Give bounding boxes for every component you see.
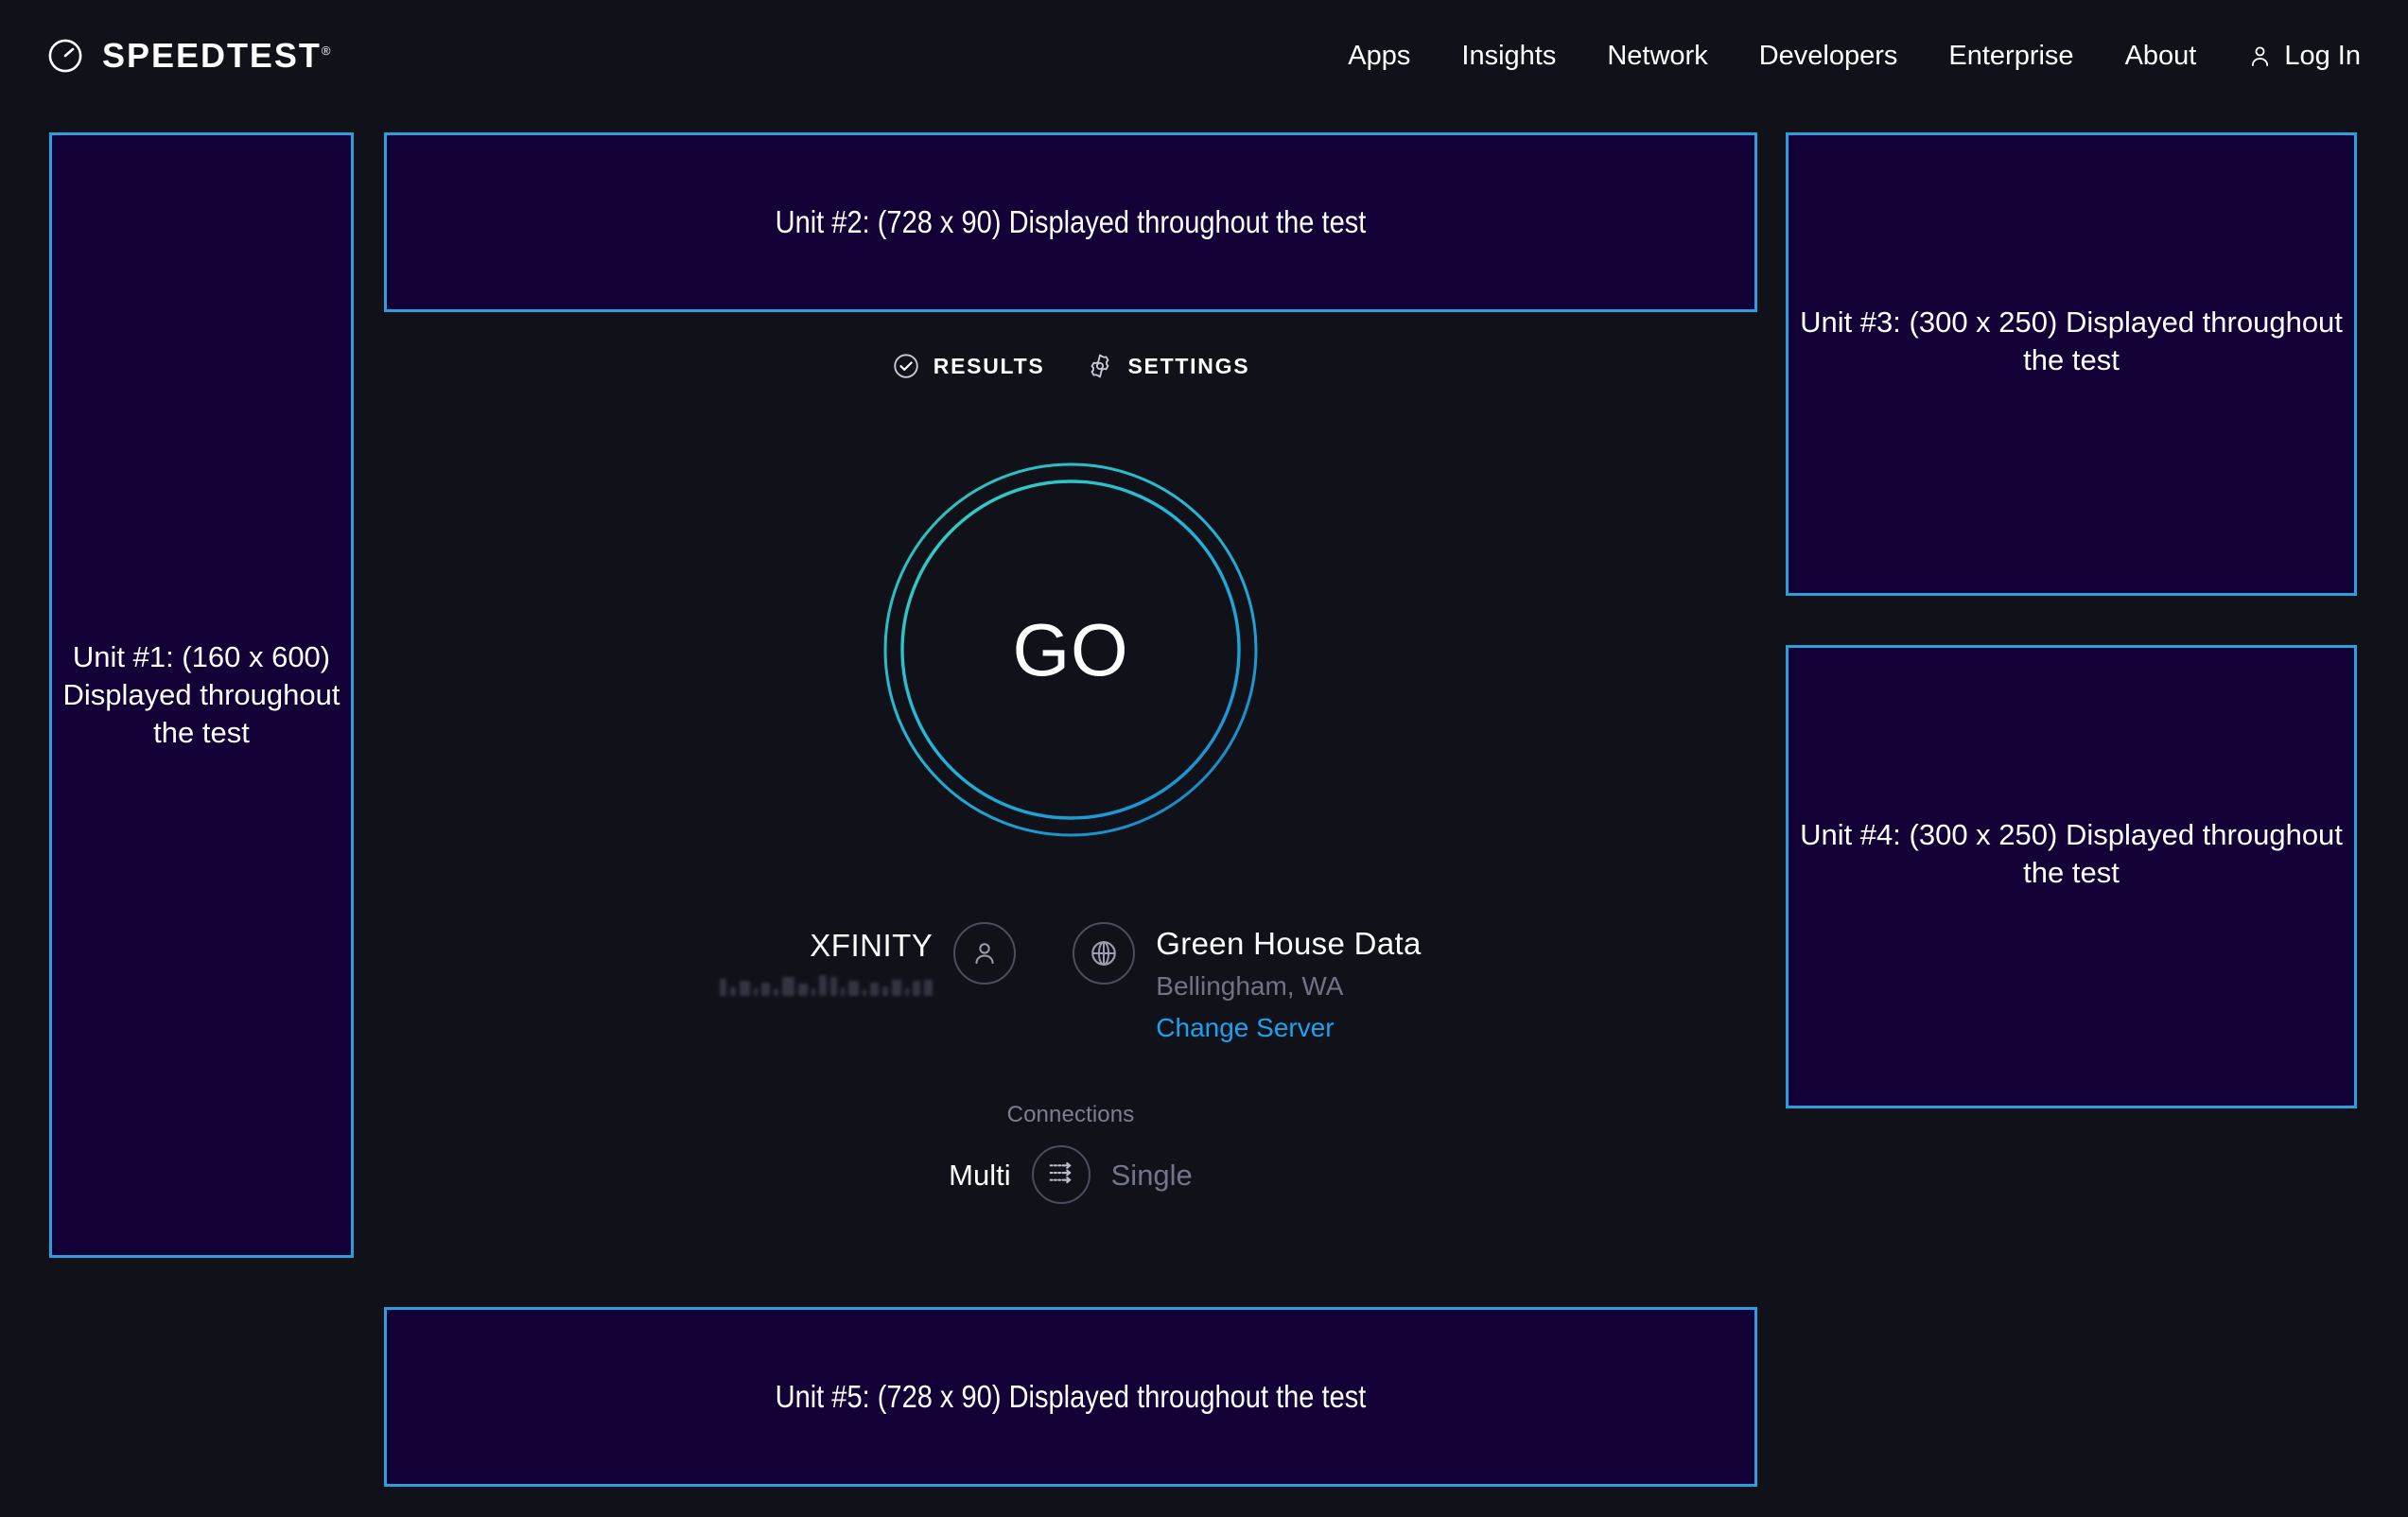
nav-item-insights[interactable]: Insights — [1461, 41, 1557, 71]
server-block: Green House Data Bellingham, WA Change S… — [1073, 922, 1421, 1043]
ad-unit-4-text: Unit #4: (300 x 250) Displayed throughou… — [1800, 818, 2343, 889]
isp-name: XFINITY — [810, 928, 934, 963]
connections-toggle-knob[interactable] — [1031, 1145, 1091, 1205]
connections-title: Connections — [1006, 1102, 1135, 1128]
ad-unit-5[interactable]: Unit #5: (728 x 90) Displayed throughout… — [384, 1307, 1757, 1487]
ad-unit-2[interactable]: Unit #2: (728 x 90) Displayed throughout… — [384, 132, 1757, 312]
connections-section: Connections Multi Sin — [384, 1102, 1757, 1205]
results-button[interactable]: RESULTS — [892, 352, 1045, 380]
speedometer-icon — [45, 36, 85, 76]
ad-unit-1-text: Unit #1: (160 x 600) Displayed throughou… — [62, 640, 340, 749]
server-location: Bellingham, WA — [1156, 970, 1344, 1001]
ad-unit-3[interactable]: Unit #3: (300 x 250) Displayed throughou… — [1786, 132, 2357, 596]
connection-info-row: XFINITY — [384, 922, 1757, 1043]
ad-unit-2-text: Unit #2: (728 x 90) Displayed throughout… — [775, 203, 1367, 239]
speedtest-logo[interactable]: SPEEDTEST® — [45, 36, 330, 76]
connections-toggle: Multi Single — [384, 1145, 1757, 1205]
person-circle-icon — [953, 922, 1017, 985]
multi-arrows-icon — [1045, 1157, 1077, 1194]
connections-option-multi[interactable]: Multi — [949, 1158, 1011, 1192]
settings-label: SETTINGS — [1127, 353, 1250, 378]
trademark-symbol: ® — [321, 44, 331, 58]
ad-unit-4[interactable]: Unit #4: (300 x 250) Displayed throughou… — [1786, 645, 2357, 1108]
isp-block: XFINITY — [720, 922, 1073, 996]
person-icon — [2247, 44, 2273, 69]
speedtest-main: RESULTS SETTINGS — [384, 312, 1757, 1205]
results-label: RESULTS — [933, 353, 1045, 378]
login-button[interactable]: Log In — [2222, 41, 2366, 72]
ad-unit-5-text: Unit #5: (728 x 90) Displayed throughout… — [775, 1378, 1367, 1414]
check-circle-icon — [892, 352, 920, 380]
nav-item-about[interactable]: About — [2124, 41, 2197, 71]
ad-unit-3-text: Unit #3: (300 x 250) Displayed throughou… — [1800, 305, 2343, 376]
go-button[interactable]: GO — [881, 461, 1260, 839]
logo-wordmark: SPEEDTEST® — [102, 36, 331, 75]
connections-option-single[interactable]: Single — [1110, 1158, 1193, 1192]
go-button-label: GO — [1012, 607, 1129, 691]
ad-unit-1[interactable]: Unit #1: (160 x 600) Displayed throughou… — [49, 132, 354, 1258]
go-button-rings — [883, 462, 1258, 837]
tools-row: RESULTS SETTINGS — [384, 352, 1757, 380]
globe-circle-icon — [1073, 922, 1136, 985]
nav-item-network[interactable]: Network — [1607, 41, 1708, 71]
site-header: SPEEDTEST® Apps Insights Network Develop… — [0, 0, 2408, 129]
nav-item-apps[interactable]: Apps — [1348, 41, 1411, 71]
isp-texts: XFINITY — [720, 922, 934, 996]
settings-button[interactable]: SETTINGS — [1086, 352, 1249, 380]
server-name: Green House Data — [1156, 926, 1422, 961]
nav-item-developers[interactable]: Developers — [1758, 41, 1898, 71]
main-navigation: Apps Insights Network Developers Enterpr… — [1322, 41, 2366, 72]
gear-icon — [1086, 352, 1114, 380]
login-label: Log In — [2284, 41, 2361, 71]
ip-address-redacted — [720, 974, 934, 996]
server-texts: Green House Data Bellingham, WA Change S… — [1156, 922, 1421, 1043]
change-server-link[interactable]: Change Server — [1156, 1013, 1335, 1043]
nav-item-enterprise[interactable]: Enterprise — [1948, 41, 2074, 71]
